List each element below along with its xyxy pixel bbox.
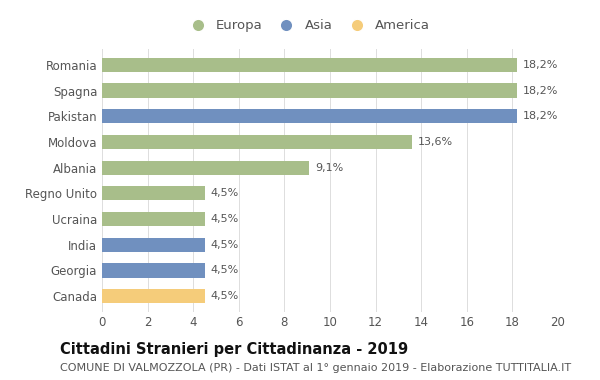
Bar: [102, 263, 205, 277]
Text: 4,5%: 4,5%: [211, 188, 239, 198]
Text: 18,2%: 18,2%: [523, 111, 558, 121]
Text: Cittadini Stranieri per Cittadinanza - 2019: Cittadini Stranieri per Cittadinanza - 2…: [60, 342, 408, 357]
Bar: [102, 58, 517, 72]
Bar: [102, 109, 517, 123]
Bar: [102, 135, 412, 149]
Text: 18,2%: 18,2%: [523, 86, 558, 95]
Text: 4,5%: 4,5%: [211, 214, 239, 224]
Bar: [102, 238, 205, 252]
Text: 9,1%: 9,1%: [315, 163, 343, 173]
Bar: [102, 212, 205, 226]
Bar: [102, 186, 205, 200]
Text: COMUNE DI VALMOZZOLA (PR) - Dati ISTAT al 1° gennaio 2019 - Elaborazione TUTTITA: COMUNE DI VALMOZZOLA (PR) - Dati ISTAT a…: [60, 363, 571, 373]
Text: 18,2%: 18,2%: [523, 60, 558, 70]
Bar: [102, 84, 517, 98]
Legend: Europa, Asia, America: Europa, Asia, America: [179, 14, 436, 38]
Bar: [102, 289, 205, 303]
Text: 4,5%: 4,5%: [211, 291, 239, 301]
Text: 4,5%: 4,5%: [211, 266, 239, 276]
Text: 4,5%: 4,5%: [211, 240, 239, 250]
Text: 13,6%: 13,6%: [418, 137, 453, 147]
Bar: [102, 161, 310, 175]
